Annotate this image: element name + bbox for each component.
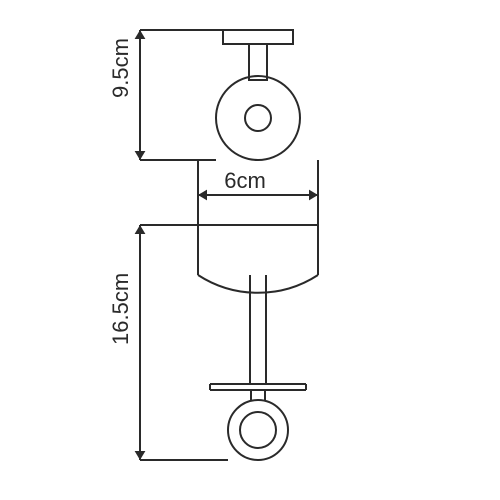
top-inner-circle <box>245 105 271 131</box>
top-outer-circle <box>216 76 300 160</box>
side-ring-inner <box>240 412 276 448</box>
dim-label-16-5: 16.5cm <box>108 273 133 345</box>
side-ring-outer <box>228 400 288 460</box>
top-mount-plate <box>223 30 293 44</box>
dim-label-6: 6cm <box>224 168 266 193</box>
dim-label-9-5: 9.5cm <box>108 38 133 98</box>
technical-drawing: 9.5cm 6cm 16.5cm <box>0 0 500 500</box>
side-flange-arc <box>198 275 318 293</box>
top-neck <box>249 44 267 80</box>
